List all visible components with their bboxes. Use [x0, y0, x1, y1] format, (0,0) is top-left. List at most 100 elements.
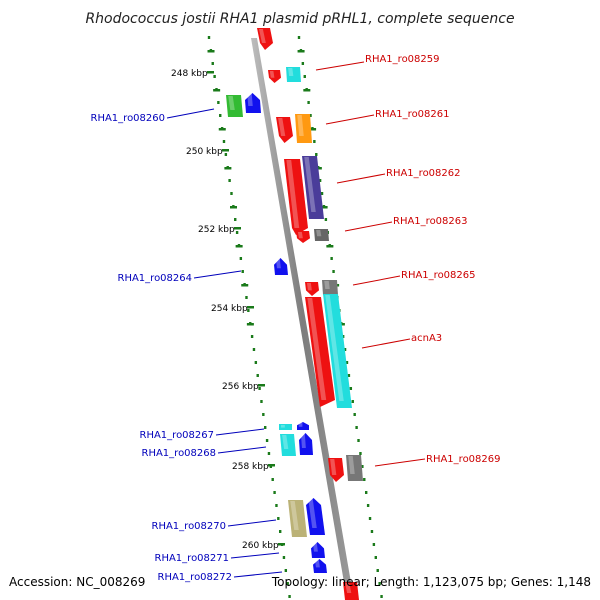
feature-ro08265-a — [305, 282, 319, 296]
tick-dot — [239, 257, 243, 260]
tick-dot — [271, 478, 274, 481]
kbp-tick-label: 256 kbp — [222, 382, 259, 392]
tick-mark — [297, 50, 305, 53]
tick-dot — [213, 75, 216, 78]
tick-dot — [363, 478, 366, 481]
gene-label-forward: RHA1_ro08259 — [365, 54, 440, 65]
feature-acnA3-a — [305, 297, 335, 407]
tick-dot — [222, 140, 226, 143]
tick-mark — [303, 89, 311, 92]
gene-features — [226, 28, 363, 600]
tick-mark — [247, 306, 254, 309]
tick-mark — [241, 284, 249, 287]
tick-dot — [282, 556, 286, 559]
tick-dot — [324, 218, 328, 221]
tick-mark — [222, 149, 229, 152]
tick-dot — [254, 361, 258, 364]
tick-dot — [256, 374, 259, 377]
tick-dot — [264, 426, 267, 429]
tick-dot — [359, 452, 362, 455]
tick-dot — [380, 595, 383, 598]
label-leader-line — [325, 114, 375, 125]
tick-mark — [309, 128, 317, 131]
label-leader-line — [374, 458, 426, 467]
tick-mark — [320, 206, 328, 209]
feature-ro08260-a — [226, 95, 243, 117]
tick-dot — [345, 361, 349, 364]
tick-dot — [250, 335, 254, 338]
feature-ro08265-b — [322, 280, 338, 295]
tick-dot — [330, 257, 333, 260]
tick-dot — [376, 569, 379, 572]
tick-dot — [309, 114, 312, 117]
tick-dot — [245, 296, 248, 299]
label-leader-line — [193, 270, 242, 279]
tick-dot — [235, 231, 239, 234]
tick-mark — [268, 464, 275, 467]
label-leader-line — [336, 173, 386, 184]
gene-label-forward: RHA1_ro08269 — [426, 454, 501, 465]
tick-dot — [303, 75, 306, 78]
topology-summary: Topology: linear; Length: 1,123,075 bp; … — [271, 575, 591, 589]
feature-partial-top — [257, 28, 273, 50]
feature-ro08264 — [274, 258, 288, 275]
tick-dot — [343, 348, 347, 351]
label-leader-line — [315, 61, 365, 71]
label-leader-line — [166, 108, 215, 119]
tick-dot — [230, 192, 233, 195]
tick-dot — [320, 192, 324, 195]
tick-dot — [219, 114, 222, 117]
feature-ro08268-a — [280, 434, 296, 456]
tick-mark — [213, 89, 221, 92]
tick-dot — [267, 452, 271, 455]
tick-dot — [288, 595, 291, 598]
tick-mark — [278, 543, 285, 546]
gene-labels: RHA1_ro08259 RHA1_ro08261 RHA1_ro08262 RHA1… — [91, 54, 501, 583]
tick-mark — [230, 206, 238, 209]
kbp-tick-label: 248 kbp — [171, 69, 208, 79]
tick-dot — [315, 153, 318, 156]
tick-dot — [364, 491, 368, 494]
tick-mark — [224, 167, 232, 170]
tick-dot — [211, 62, 214, 65]
tick-dot — [307, 101, 310, 104]
gene-label-forward: RHA1_ro08265 — [401, 270, 476, 281]
feature-ro08271 — [311, 542, 325, 558]
tick-dot — [351, 400, 354, 403]
tick-dot — [368, 517, 372, 520]
kbp-tick-labels: 248 kbp 250 kbp 252 kbp 254 kbp 256 kbp 258 k… — [171, 69, 285, 551]
label-leader-line — [344, 221, 393, 232]
tick-dot — [228, 179, 231, 182]
feature-ro08269-b — [346, 455, 363, 481]
gene-label-forward: RHA1_ro08261 — [375, 109, 450, 120]
label-leader-line — [227, 519, 277, 527]
gene-label-reverse: RHA1_ro08260 — [91, 113, 166, 124]
kbp-tick-label: 258 kbp — [232, 462, 269, 472]
tick-dot — [247, 309, 250, 312]
kbp-tick-label: 254 kbp — [211, 304, 248, 314]
tick-mark — [207, 71, 214, 74]
tick-dot — [301, 62, 305, 65]
tick-dot — [372, 543, 376, 546]
tick-mark — [326, 245, 334, 248]
feature-acnA3-b — [323, 294, 352, 408]
tick-dot — [286, 582, 289, 585]
feature-ro08261-a — [276, 117, 293, 143]
label-leader-line — [361, 338, 411, 349]
kbp-tick-label: 250 kbp — [186, 147, 223, 157]
tick-dot — [284, 569, 288, 572]
label-leader-line — [215, 428, 265, 436]
feature-ro08270-a — [288, 500, 307, 537]
feature-ro08263-b — [314, 229, 329, 241]
tick-dot — [318, 179, 322, 182]
tick-dot — [278, 530, 282, 533]
tick-dot — [313, 140, 316, 143]
feature-ro08263-a — [296, 231, 310, 243]
gene-label-reverse: RHA1_ro08272 — [158, 572, 233, 583]
feature-ro08259-b — [286, 67, 301, 82]
tick-dot — [275, 504, 278, 507]
tick-mark — [218, 128, 226, 131]
tick-dot — [347, 374, 351, 377]
